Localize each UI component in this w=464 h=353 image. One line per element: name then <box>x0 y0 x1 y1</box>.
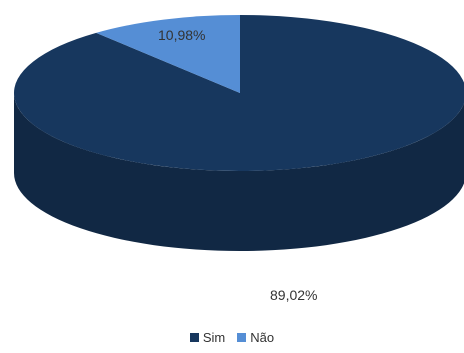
pie-sides <box>14 93 464 251</box>
legend-item-nao: Não <box>237 330 274 345</box>
data-label-nao: 10,98% <box>158 27 205 43</box>
pie-tops <box>14 15 464 171</box>
legend-swatch-sim <box>189 333 199 342</box>
legend-item-sim: Sim <box>189 330 226 345</box>
pie-side-sim <box>14 93 464 251</box>
pie-chart: 89,02% 10,98% <box>14 15 464 303</box>
legend-swatch-nao <box>237 333 247 342</box>
pie-slice-nao <box>96 15 240 93</box>
data-label-sim: 89,02% <box>270 287 317 303</box>
legend-label-nao: Não <box>250 330 275 345</box>
legend: Sim Não <box>0 330 464 345</box>
legend-label-sim: Sim <box>202 330 226 345</box>
pie-slice-sim <box>14 15 464 171</box>
